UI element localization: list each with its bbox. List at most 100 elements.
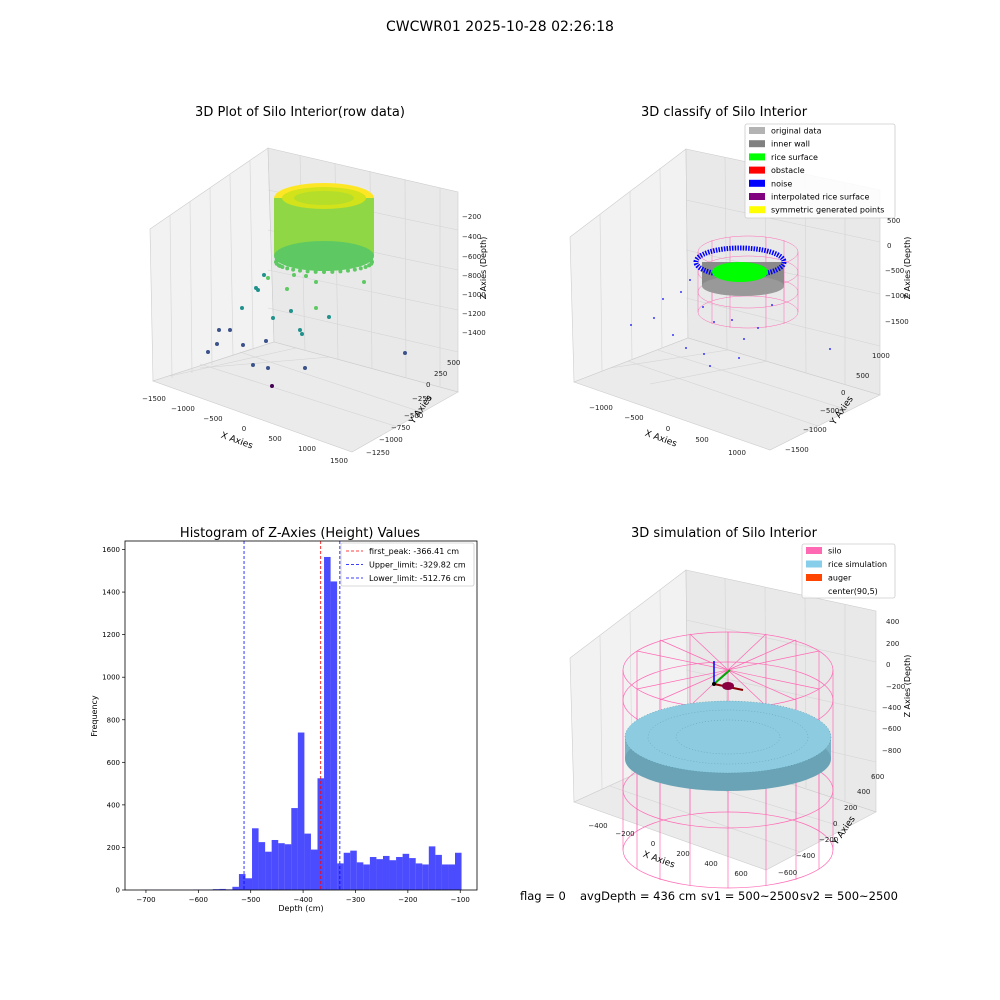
hist-bar bbox=[317, 778, 325, 890]
hist-bar bbox=[238, 874, 246, 890]
raw-scatter-point bbox=[358, 253, 363, 258]
hist-bar bbox=[428, 846, 436, 890]
sim-ztick-2: −400 bbox=[882, 704, 901, 712]
raw-ztick-2: −1000 bbox=[462, 291, 486, 299]
sim-plot-title: 3D simulation of Silo Interior bbox=[631, 526, 818, 541]
classify-noise-point bbox=[703, 353, 705, 355]
classify-noise-point bbox=[680, 291, 682, 293]
sim-ytick-2: −200 bbox=[819, 836, 838, 844]
classify-ztick-2: −500 bbox=[885, 267, 904, 275]
classify-noise-point bbox=[743, 338, 745, 340]
raw-scatter-point bbox=[292, 273, 296, 277]
legend-label: auger bbox=[828, 574, 852, 583]
raw-scatter-point bbox=[314, 306, 318, 310]
raw-scatter-point bbox=[285, 266, 290, 271]
hist-xtick-label: −400 bbox=[293, 896, 312, 904]
raw-scatter-point bbox=[289, 309, 293, 313]
hist-bar bbox=[337, 863, 344, 890]
hist-ytick-label: 600 bbox=[107, 759, 120, 767]
sim-ytick-4: 200 bbox=[844, 804, 857, 812]
raw-scatter-point bbox=[276, 256, 281, 261]
legend-swatch bbox=[806, 547, 822, 554]
sim-ytick-0: −600 bbox=[778, 869, 797, 877]
legend-label: rice simulation bbox=[828, 560, 887, 569]
raw-xlabel: X Axies bbox=[219, 431, 254, 452]
raw-xtick-0: −1500 bbox=[142, 395, 166, 403]
sim-xtick-5: 600 bbox=[734, 870, 747, 878]
raw-scatter-point bbox=[322, 270, 326, 274]
classify-ytick-0: −1500 bbox=[785, 446, 809, 454]
hist-bar bbox=[356, 862, 364, 890]
legend-label: rice surface bbox=[771, 153, 818, 162]
status-line: flag = 0 avgDepth = 436 cm sv1 = 500~250… bbox=[520, 889, 898, 903]
classify-xtick-4: 1000 bbox=[728, 449, 746, 457]
raw-scatter-point bbox=[291, 267, 296, 272]
raw-xtick-5: 1000 bbox=[298, 445, 316, 453]
legend-label: obstacle bbox=[771, 166, 805, 175]
hist-legend-label: Upper_limit: -329.82 cm bbox=[369, 561, 466, 570]
classify-ztick-1: −1000 bbox=[885, 292, 909, 300]
hist-bar bbox=[297, 732, 305, 890]
raw-scatter-point bbox=[295, 260, 299, 264]
classify-legend: original data inner wall rice surface obsta… bbox=[744, 123, 896, 219]
hist-title: Histogram of Z-Axies (Height) Values bbox=[180, 526, 420, 541]
classify-noise-point bbox=[653, 317, 655, 319]
classify-ztick-0: −1500 bbox=[885, 318, 909, 326]
raw-scatter-point bbox=[403, 351, 407, 355]
raw-colorbar-swatch bbox=[274, 183, 374, 271]
hist-bar bbox=[258, 842, 266, 890]
legend-label: silo bbox=[828, 547, 842, 556]
classify-3d-plot: 3D classify of Silo Interior bbox=[569, 105, 912, 457]
hist-bar bbox=[455, 852, 462, 890]
figure-suptitle: CWCWR01 2025-10-28 02:26:18 bbox=[386, 19, 614, 35]
raw-scatter-point bbox=[305, 250, 310, 255]
sim-ztick-3: −200 bbox=[886, 683, 905, 691]
hist-bar bbox=[219, 888, 226, 890]
raw-scatter-point bbox=[228, 328, 232, 332]
raw-scatter-point bbox=[262, 273, 266, 277]
raw-scatter-point bbox=[240, 306, 244, 310]
hist-legend: first_peak: -366.41 cm Upper_limit: -329.… bbox=[340, 542, 475, 587]
hist-xtick-label: −700 bbox=[136, 896, 155, 904]
sim-ztick-0: −800 bbox=[882, 747, 901, 755]
raw-ztick-1: −1200 bbox=[462, 310, 486, 318]
raw-scatter-point bbox=[270, 384, 274, 388]
classify-noise-point bbox=[662, 298, 664, 300]
raw-plot-title: 3D Plot of Silo Interior(row data) bbox=[195, 105, 405, 120]
hist-bar bbox=[232, 886, 239, 890]
raw-scatter-point bbox=[369, 258, 374, 263]
classify-ytick-1: −1000 bbox=[803, 426, 827, 434]
raw-scatter-point bbox=[217, 328, 221, 332]
raw-scatter-point bbox=[266, 366, 270, 370]
hist-bar bbox=[369, 857, 377, 890]
raw-scatter-point bbox=[363, 255, 368, 259]
raw-scatter-point bbox=[327, 315, 331, 319]
legend-swatch bbox=[749, 179, 765, 187]
classify-ytick-4: 500 bbox=[856, 372, 869, 380]
hist-bar bbox=[324, 556, 331, 890]
hist-bar bbox=[343, 852, 351, 890]
hist-xticks: −700 −600 −500 −400 −300 −200 −100 bbox=[136, 890, 470, 904]
classify-xtick-1: −500 bbox=[624, 414, 643, 422]
raw-xtick-3: 0 bbox=[242, 425, 246, 433]
raw-scatter-point bbox=[367, 263, 372, 268]
hist-yticks: 0 200 400 600 800 1000 1200 1400 1600 bbox=[102, 546, 125, 895]
raw-scatter-point bbox=[313, 269, 318, 274]
sim-auger bbox=[712, 661, 744, 691]
hist-bar bbox=[389, 860, 397, 890]
raw-scatter-point bbox=[280, 255, 285, 259]
classify-noise-points bbox=[630, 279, 831, 367]
hist-ylabel: Frequency bbox=[90, 695, 99, 737]
raw-scatter-point bbox=[266, 276, 270, 280]
classify-xtick-2: 0 bbox=[666, 425, 670, 433]
sim-xtick-2: 0 bbox=[651, 840, 655, 848]
legend-swatch bbox=[806, 587, 822, 595]
legend-swatch bbox=[749, 153, 765, 161]
raw-ytick-3: −500 bbox=[404, 412, 423, 420]
raw-scatter-point bbox=[271, 316, 275, 320]
raw-scatter-point bbox=[241, 343, 245, 347]
raw-data-3d-plot: 3D Plot of Silo Interior(row data) −1500 bbox=[142, 105, 488, 465]
hist-bar bbox=[415, 863, 423, 890]
raw-ytick-2: −750 bbox=[391, 424, 410, 432]
